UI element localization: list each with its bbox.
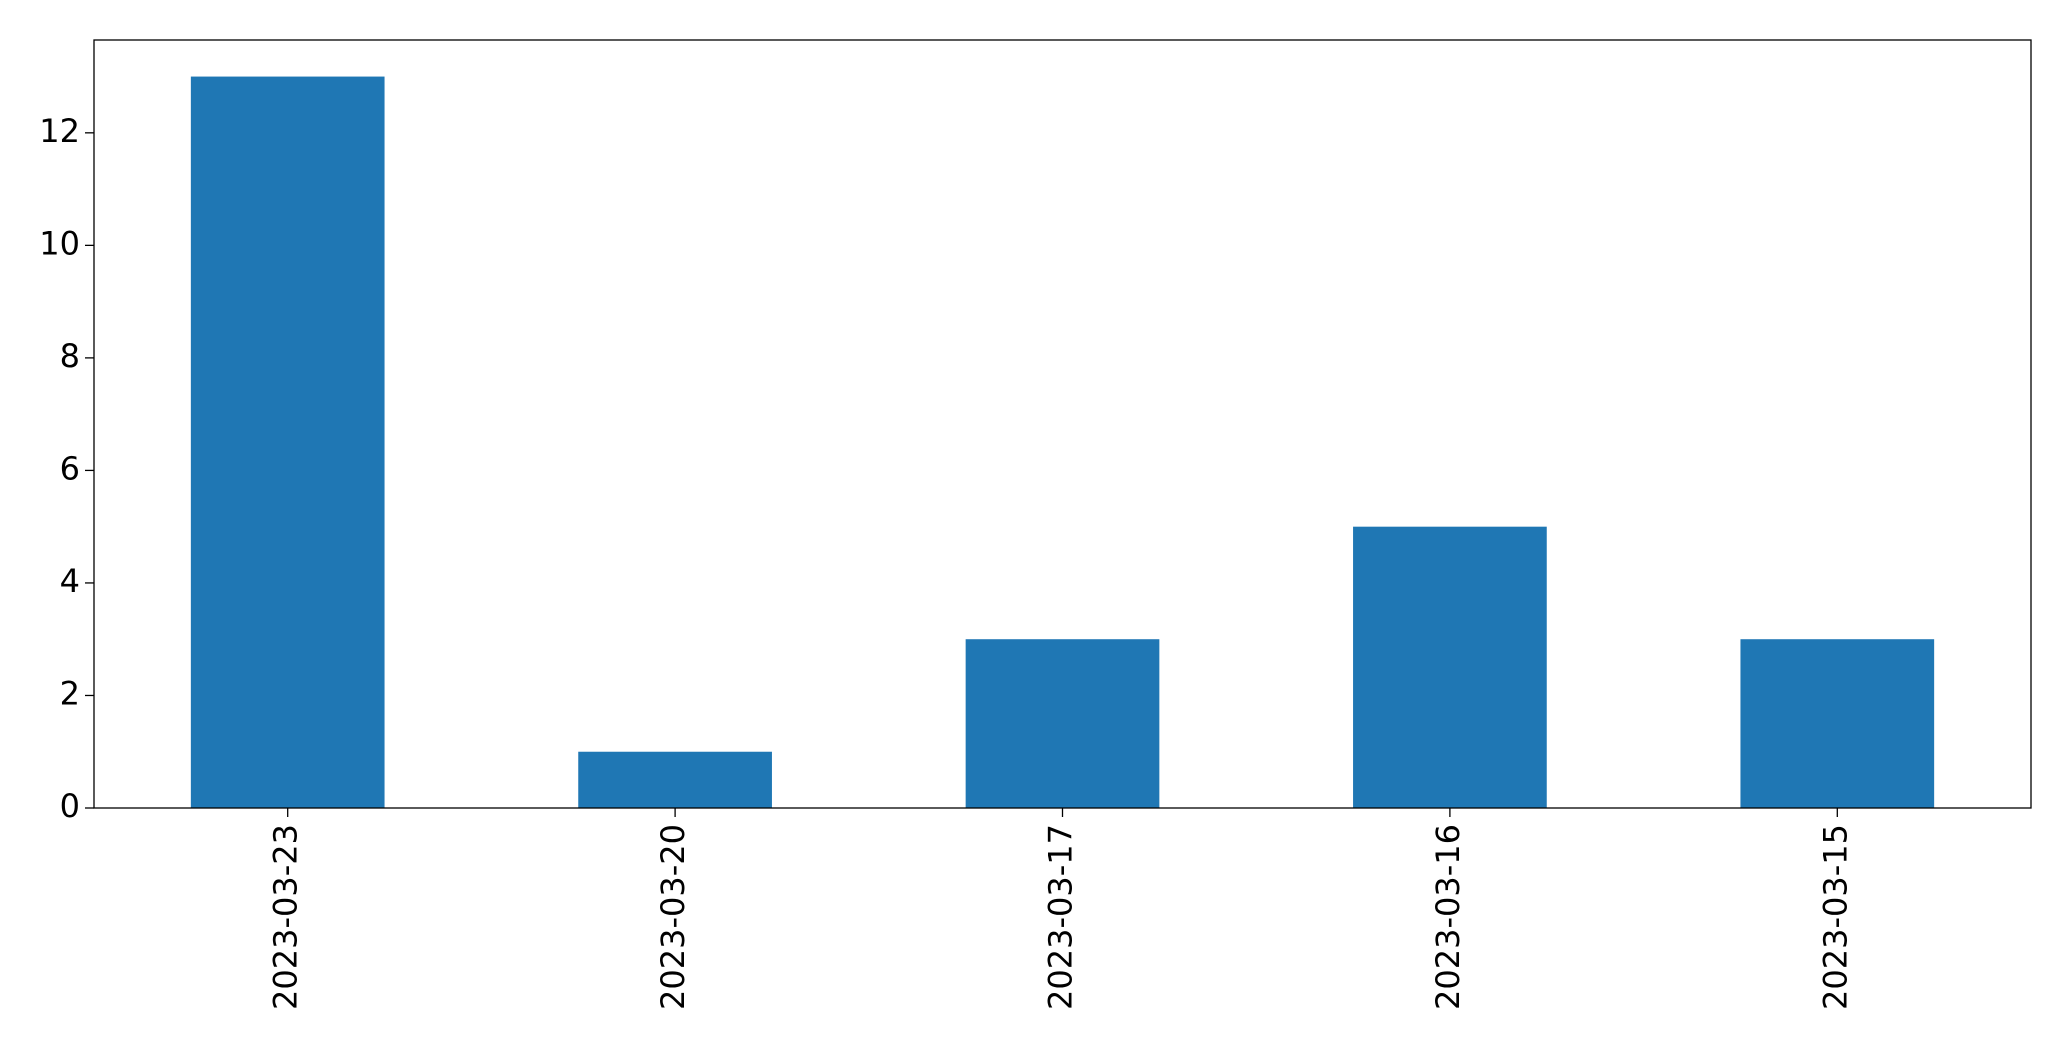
- bar: [190, 76, 385, 809]
- y-tick-label: 0: [60, 787, 80, 825]
- x-tick-label: 2023-03-23: [267, 824, 305, 1010]
- x-tick-label: 2023-03-20: [654, 824, 692, 1010]
- bar: [1353, 526, 1547, 808]
- y-tick-label: 10: [39, 224, 80, 262]
- y-tick-label: 12: [39, 112, 80, 150]
- y-tick-label: 6: [60, 449, 80, 487]
- x-tick-label: 2023-03-17: [1042, 824, 1080, 1010]
- y-tick-label: 2: [60, 674, 80, 712]
- x-tick-label: 2023-03-15: [1816, 824, 1854, 1010]
- bar: [1740, 639, 1935, 808]
- plot-frame: [93, 39, 2032, 809]
- y-tick-label: 8: [60, 337, 80, 375]
- bar: [965, 639, 1160, 808]
- y-tick-label: 4: [60, 562, 80, 600]
- bar: [578, 751, 772, 808]
- x-tick-label: 2023-03-16: [1429, 824, 1467, 1010]
